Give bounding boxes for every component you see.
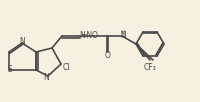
Text: O: O <box>105 50 111 59</box>
Text: N: N <box>43 73 49 81</box>
Text: H: H <box>121 30 125 35</box>
Text: Cl: Cl <box>62 63 70 72</box>
Text: S: S <box>8 65 12 74</box>
Text: =N: =N <box>80 32 92 40</box>
Text: O: O <box>92 30 98 39</box>
Text: N: N <box>120 32 126 40</box>
Text: N: N <box>19 38 25 47</box>
Text: N: N <box>79 32 85 40</box>
Text: CF₃: CF₃ <box>144 63 156 72</box>
